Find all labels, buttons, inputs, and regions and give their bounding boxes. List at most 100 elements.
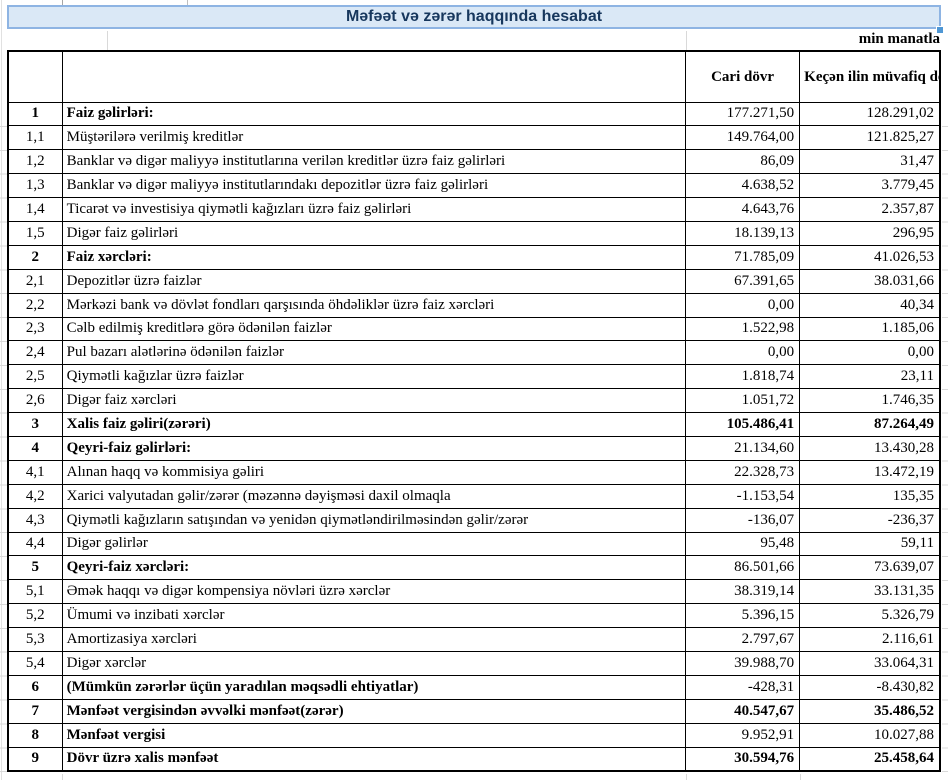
row-number-cell[interactable]: 5,4: [7, 650, 63, 676]
current-value-cell[interactable]: -136,07: [684, 507, 801, 533]
current-value-cell[interactable]: 30.594,76: [684, 746, 801, 772]
previous-value-cell[interactable]: 5.326,79: [799, 603, 941, 629]
row-number-cell[interactable]: 5,3: [7, 627, 63, 652]
row-label-cell[interactable]: Digər faiz gəlirləri: [61, 220, 686, 246]
row-label-cell[interactable]: Alınan haqq və kommisiya gəliri: [61, 459, 686, 485]
row-label-cell[interactable]: Banklar və digər maliyyə institutlarında…: [61, 173, 686, 199]
previous-value-cell[interactable]: 40,34: [799, 292, 941, 318]
current-value-cell[interactable]: 105.486,41: [684, 412, 801, 437]
previous-value-cell[interactable]: 1.185,06: [799, 316, 941, 342]
row-number-cell[interactable]: 9: [7, 746, 63, 772]
current-value-cell[interactable]: 67.391,65: [684, 268, 801, 294]
current-value-cell[interactable]: 1.818,74: [684, 364, 801, 390]
previous-value-cell[interactable]: 3.779,45: [799, 173, 941, 199]
row-number-cell[interactable]: 3: [7, 412, 63, 437]
row-number-cell[interactable]: 4,4: [7, 531, 63, 557]
row-label-cell[interactable]: Xalis faiz gəliri(zərəri): [61, 412, 686, 437]
row-label-cell[interactable]: Qeyri-faiz xərcləri:: [61, 555, 686, 581]
row-label-cell[interactable]: Mənfəət vergisi: [61, 722, 686, 748]
row-label-cell[interactable]: Faiz gəlirləri:: [61, 101, 686, 127]
row-label-cell[interactable]: Xarici valyutadan gəlir/zərər (məzənnə d…: [61, 483, 686, 509]
current-value-cell[interactable]: 40.547,67: [684, 698, 801, 724]
previous-value-cell[interactable]: 135,35: [799, 483, 941, 509]
row-number-cell[interactable]: 1,2: [7, 149, 63, 175]
previous-value-cell[interactable]: 59,11: [799, 531, 941, 557]
row-number-cell[interactable]: 1,1: [7, 125, 63, 151]
current-value-cell[interactable]: 149.764,00: [684, 125, 801, 151]
row-label-cell[interactable]: Digər faiz xərcləri: [61, 388, 686, 414]
current-value-cell[interactable]: 0,00: [684, 340, 801, 366]
row-label-cell[interactable]: Amortizasiya xərcləri: [61, 627, 686, 652]
row-number-cell[interactable]: 4,3: [7, 507, 63, 533]
row-number-cell[interactable]: 2,4: [7, 340, 63, 366]
row-label-cell[interactable]: Ticarət və investisiya qiymətli kağızlar…: [61, 197, 686, 222]
row-number-cell[interactable]: 2,5: [7, 364, 63, 390]
row-label-cell[interactable]: Digər gəlirlər: [61, 531, 686, 557]
current-value-cell[interactable]: -1.153,54: [684, 483, 801, 509]
row-label-cell[interactable]: Mərkəzi bank və dövlət fondları qarşısın…: [61, 292, 686, 318]
current-value-cell[interactable]: 38.319,14: [684, 579, 801, 605]
previous-value-cell[interactable]: -236,37: [799, 507, 941, 533]
row-number-cell[interactable]: 4,1: [7, 459, 63, 485]
current-value-cell[interactable]: -428,31: [684, 674, 801, 700]
current-value-cell[interactable]: 2.797,67: [684, 627, 801, 652]
row-number-cell[interactable]: 1,5: [7, 220, 63, 246]
header-current-period[interactable]: Cari dövr: [684, 50, 801, 103]
current-value-cell[interactable]: 9.952,91: [684, 722, 801, 748]
current-value-cell[interactable]: 71.785,09: [684, 244, 801, 270]
row-label-cell[interactable]: Dövr üzrə xalis mənfəət: [61, 746, 686, 772]
row-number-cell[interactable]: 2: [7, 244, 63, 270]
current-value-cell[interactable]: 86.501,66: [684, 555, 801, 581]
row-label-cell[interactable]: Depozitlər üzrə faizlər: [61, 268, 686, 294]
row-number-cell[interactable]: 1,4: [7, 197, 63, 222]
row-number-cell[interactable]: 2,3: [7, 316, 63, 342]
previous-value-cell[interactable]: 121.825,27: [799, 125, 941, 151]
previous-value-cell[interactable]: 13.430,28: [799, 435, 941, 461]
previous-value-cell[interactable]: 0,00: [799, 340, 941, 366]
current-value-cell[interactable]: 177.271,50: [684, 101, 801, 127]
previous-value-cell[interactable]: 10.027,88: [799, 722, 941, 748]
row-number-cell[interactable]: 1: [7, 101, 63, 127]
row-number-cell[interactable]: 2,6: [7, 388, 63, 414]
previous-value-cell[interactable]: 73.639,07: [799, 555, 941, 581]
current-value-cell[interactable]: 4.638,52: [684, 173, 801, 199]
previous-value-cell[interactable]: 128.291,02: [799, 101, 941, 127]
previous-value-cell[interactable]: -8.430,82: [799, 674, 941, 700]
current-value-cell[interactable]: 1.522,98: [684, 316, 801, 342]
current-value-cell[interactable]: 18.139,13: [684, 220, 801, 246]
current-value-cell[interactable]: 21.134,60: [684, 435, 801, 461]
header-number-cell[interactable]: [7, 50, 63, 103]
header-previous-period[interactable]: Keçən ilin müvafiq dövrü: [799, 50, 941, 103]
previous-value-cell[interactable]: 296,95: [799, 220, 941, 246]
row-number-cell[interactable]: 4: [7, 435, 63, 461]
row-number-cell[interactable]: 8: [7, 722, 63, 748]
current-value-cell[interactable]: 5.396,15: [684, 603, 801, 629]
row-label-cell[interactable]: Qiymətli kağızların satışından və yenidə…: [61, 507, 686, 533]
previous-value-cell[interactable]: 33.064,31: [799, 650, 941, 676]
row-number-cell[interactable]: 6: [7, 674, 63, 700]
header-label-cell[interactable]: [61, 50, 686, 103]
current-value-cell[interactable]: 22.328,73: [684, 459, 801, 485]
previous-value-cell[interactable]: 35.486,52: [799, 698, 941, 724]
row-label-cell[interactable]: Digər xərclər: [61, 650, 686, 676]
row-number-cell[interactable]: 5: [7, 555, 63, 581]
current-value-cell[interactable]: 1.051,72: [684, 388, 801, 414]
previous-value-cell[interactable]: 23,11: [799, 364, 941, 390]
previous-value-cell[interactable]: 25.458,64: [799, 746, 941, 772]
previous-value-cell[interactable]: 2.116,61: [799, 627, 941, 652]
previous-value-cell[interactable]: 38.031,66: [799, 268, 941, 294]
row-label-cell[interactable]: (Mümkün zərərlər üçün yaradılan məqsədli…: [61, 674, 686, 700]
row-label-cell[interactable]: Əmək haqqı və digər kompensiya növləri ü…: [61, 579, 686, 605]
row-number-cell[interactable]: 5,1: [7, 579, 63, 605]
row-number-cell[interactable]: 2,2: [7, 292, 63, 318]
row-number-cell[interactable]: 2,1: [7, 268, 63, 294]
previous-value-cell[interactable]: 1.746,35: [799, 388, 941, 414]
previous-value-cell[interactable]: 31,47: [799, 149, 941, 175]
current-value-cell[interactable]: 4.643,76: [684, 197, 801, 222]
row-number-cell[interactable]: 4,2: [7, 483, 63, 509]
previous-value-cell[interactable]: 13.472,19: [799, 459, 941, 485]
row-label-cell[interactable]: Pul bazarı alətlərinə ödənilən faizlər: [61, 340, 686, 366]
row-label-cell[interactable]: Ümumi və inzibati xərclər: [61, 603, 686, 629]
selection-fill-handle[interactable]: [936, 26, 944, 34]
current-value-cell[interactable]: 0,00: [684, 292, 801, 318]
